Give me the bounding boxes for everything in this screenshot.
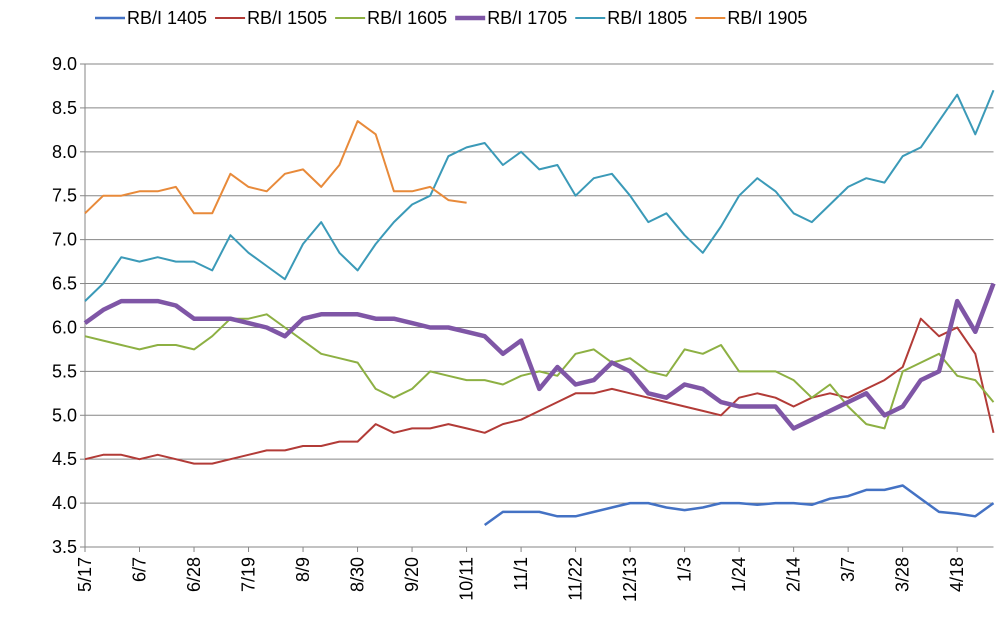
x-tick-label: 8/30 xyxy=(348,557,368,592)
legend-label: RB/I 1505 xyxy=(247,8,327,28)
x-tick-label: 1/24 xyxy=(729,557,749,592)
x-tick-label: 6/7 xyxy=(130,557,150,582)
y-tick-label: 6.0 xyxy=(52,317,77,337)
x-tick-label: 3/7 xyxy=(838,557,858,582)
y-tick-label: 4.5 xyxy=(52,449,77,469)
legend-label: RB/I 1705 xyxy=(487,8,567,28)
x-tick-label: 9/20 xyxy=(402,557,422,592)
y-tick-label: 4.0 xyxy=(52,493,77,513)
x-tick-label: 8/9 xyxy=(293,557,313,582)
series-line xyxy=(483,484,995,527)
y-tick-label: 9.0 xyxy=(52,54,77,74)
legend-label: RB/I 1805 xyxy=(607,8,687,28)
y-tick-label: 5.0 xyxy=(52,405,77,425)
series-line xyxy=(84,120,467,215)
y-tick-label: 3.5 xyxy=(52,537,77,557)
x-tick-label: 5/17 xyxy=(75,557,95,592)
legend-label: RB/I 1605 xyxy=(367,8,447,28)
x-tick-label: 3/28 xyxy=(893,557,913,592)
x-tick-label: 12/13 xyxy=(620,557,640,602)
y-tick-label: 8.5 xyxy=(52,98,77,118)
x-tick-label: 1/3 xyxy=(675,557,695,582)
y-tick-label: 7.5 xyxy=(52,186,77,206)
series-line xyxy=(83,282,996,431)
x-tick-label: 6/28 xyxy=(184,557,204,592)
x-tick-label: 4/18 xyxy=(947,557,967,592)
legend-label: RB/I 1905 xyxy=(727,8,807,28)
x-tick-label: 11/22 xyxy=(566,557,586,601)
y-tick-label: 5.5 xyxy=(52,361,77,381)
series-line xyxy=(84,317,995,465)
y-tick-label: 6.5 xyxy=(52,274,77,294)
y-tick-label: 8.0 xyxy=(52,142,77,162)
series-line xyxy=(84,89,995,302)
legend-label: RB/I 1405 xyxy=(127,8,207,28)
x-tick-label: 2/14 xyxy=(784,557,804,592)
y-tick-label: 7.0 xyxy=(52,230,77,250)
x-tick-label: 7/19 xyxy=(239,557,259,592)
x-tick-label: 10/11 xyxy=(457,557,477,601)
x-tick-label: 11/1 xyxy=(511,557,531,591)
